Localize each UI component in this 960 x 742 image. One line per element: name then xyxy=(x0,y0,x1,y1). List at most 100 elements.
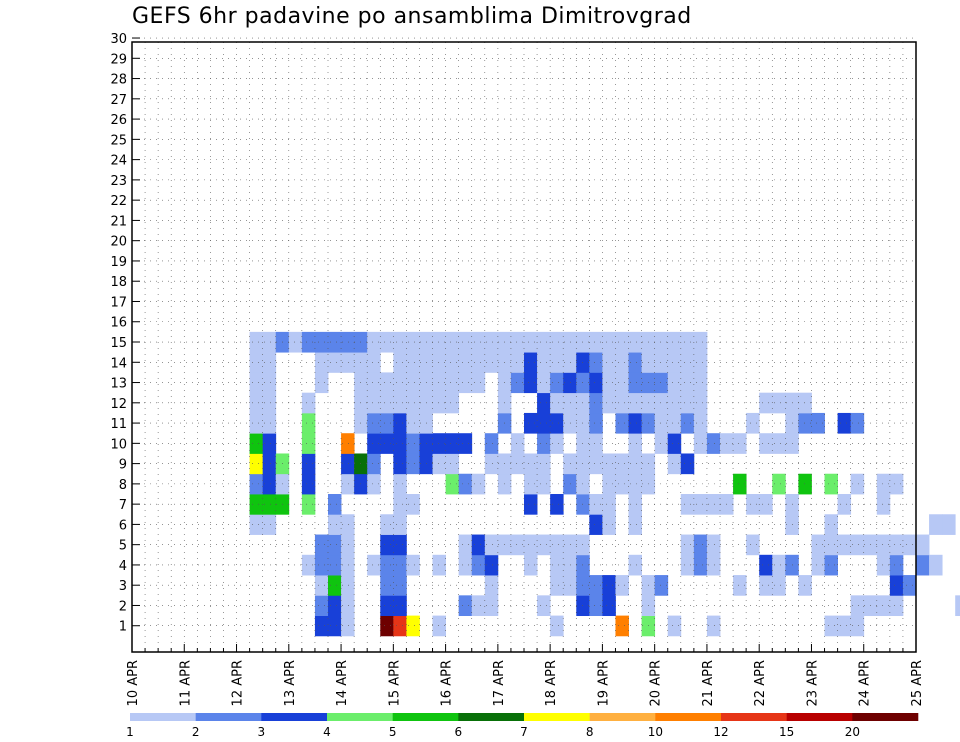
heatmap-cell xyxy=(667,331,682,353)
heatmap-cell xyxy=(837,412,852,434)
heatmap-cell xyxy=(589,595,603,617)
heatmap-cell xyxy=(524,412,538,434)
y-tick-label: 17 xyxy=(110,295,127,310)
x-tick-label: 13 APR xyxy=(283,660,298,706)
heatmap-cell xyxy=(902,534,917,556)
heatmap-cell xyxy=(889,595,904,617)
y-tick-label: 20 xyxy=(110,235,127,250)
heatmap-cell xyxy=(889,473,904,495)
heatmap-cell xyxy=(811,554,825,576)
heatmap-cell xyxy=(654,331,669,353)
heatmap-cell xyxy=(524,494,538,515)
heatmap-cell xyxy=(589,453,603,475)
heatmap-cell xyxy=(667,433,682,454)
heatmap-cell xyxy=(341,595,355,617)
heatmap-cell xyxy=(550,352,564,373)
heatmap-cell xyxy=(432,372,446,394)
heatmap-cell xyxy=(693,494,708,515)
y-tick-label: 8 xyxy=(119,478,127,493)
heatmap-cell xyxy=(680,412,695,434)
heatmap-cell xyxy=(615,575,629,596)
heatmap-cell xyxy=(406,392,420,414)
heatmap-cell xyxy=(458,433,473,454)
heatmap-cell xyxy=(328,615,342,637)
legend-label: 15 xyxy=(779,725,794,739)
heatmap-cell xyxy=(393,595,407,617)
heatmap-cell xyxy=(693,352,708,373)
y-tick-label: 12 xyxy=(110,397,127,412)
heatmap-cell xyxy=(615,615,629,637)
heatmap-cell xyxy=(889,575,904,596)
heatmap-cell xyxy=(262,473,277,495)
y-tick-label: 29 xyxy=(110,52,127,67)
y-tick-label: 15 xyxy=(110,336,127,351)
heatmap-cell xyxy=(706,615,721,637)
heatmap-cell xyxy=(510,453,525,475)
heatmap-cell xyxy=(458,372,473,394)
y-tick-label: 10 xyxy=(110,437,127,452)
heatmap-cell xyxy=(406,372,420,394)
heatmap-cell xyxy=(576,392,590,414)
heatmap-cell xyxy=(680,352,695,373)
heatmap-cell xyxy=(380,331,394,353)
heatmap-cell xyxy=(406,412,420,434)
heatmap-cell xyxy=(432,615,446,637)
heatmap-cell xyxy=(667,392,682,414)
heatmap-cell xyxy=(680,554,695,576)
heatmap-cell xyxy=(759,494,773,515)
heatmap-cell xyxy=(249,392,264,414)
heatmap-cell xyxy=(510,534,525,556)
heatmap-cell xyxy=(746,534,760,556)
heatmap-cell xyxy=(471,331,486,353)
heatmap-cell xyxy=(249,433,264,454)
heatmap-cell xyxy=(550,331,564,353)
heatmap-cell xyxy=(484,554,499,576)
heatmap-cell xyxy=(484,595,499,617)
heatmap-cell xyxy=(458,331,473,353)
heatmap-cell xyxy=(680,494,695,515)
y-axis-ticks: 1234567891011121314151617181920212223242… xyxy=(110,32,140,635)
heatmap-cell xyxy=(589,412,603,434)
y-tick-label: 14 xyxy=(110,356,127,371)
heatmap-cell xyxy=(772,575,786,596)
heatmap-cell xyxy=(811,534,825,556)
heatmap-cell xyxy=(667,453,682,475)
heatmap-cell xyxy=(759,392,773,414)
heatmap-cell xyxy=(576,412,590,434)
heatmap-cell xyxy=(471,372,486,394)
heatmap-cell xyxy=(328,352,342,373)
heatmap-cell xyxy=(445,352,460,373)
legend-label: 7 xyxy=(520,725,528,739)
legend-swatch xyxy=(327,713,393,721)
heatmap-cell xyxy=(550,534,564,556)
chart-title: GEFS 6hr padavine po ansamblima Dimitrov… xyxy=(132,4,692,29)
heatmap-cell xyxy=(341,473,355,495)
heatmap-cell xyxy=(916,534,930,556)
x-tick-label: 25 APR xyxy=(910,660,925,706)
heatmap-cell xyxy=(367,412,381,434)
heatmap-cell xyxy=(484,352,499,373)
heatmap-cell xyxy=(929,514,943,535)
heatmap-cell xyxy=(510,352,525,373)
heatmap-cell xyxy=(341,575,355,596)
heatmap-cell xyxy=(301,494,316,515)
heatmap-cell xyxy=(406,494,420,515)
heatmap-cell xyxy=(328,575,342,596)
heatmap-cell xyxy=(471,534,486,556)
heatmap-cell xyxy=(301,433,316,454)
heatmap-cell xyxy=(615,473,629,495)
heatmap-cell xyxy=(380,615,394,637)
heatmap-cell xyxy=(471,595,486,617)
heatmap-cell xyxy=(746,412,760,434)
heatmap-cell xyxy=(328,494,342,515)
heatmap-cell xyxy=(458,534,473,556)
heatmap-cell xyxy=(393,534,407,556)
heatmap-cell xyxy=(249,494,264,515)
heatmap-cell xyxy=(628,392,642,414)
heatmap-cell xyxy=(262,331,277,353)
heatmap-cell xyxy=(706,433,721,454)
heatmap-cell xyxy=(301,331,316,353)
heatmap-cell xyxy=(510,331,525,353)
heatmap-cell xyxy=(628,514,642,535)
heatmap-cell xyxy=(850,534,865,556)
